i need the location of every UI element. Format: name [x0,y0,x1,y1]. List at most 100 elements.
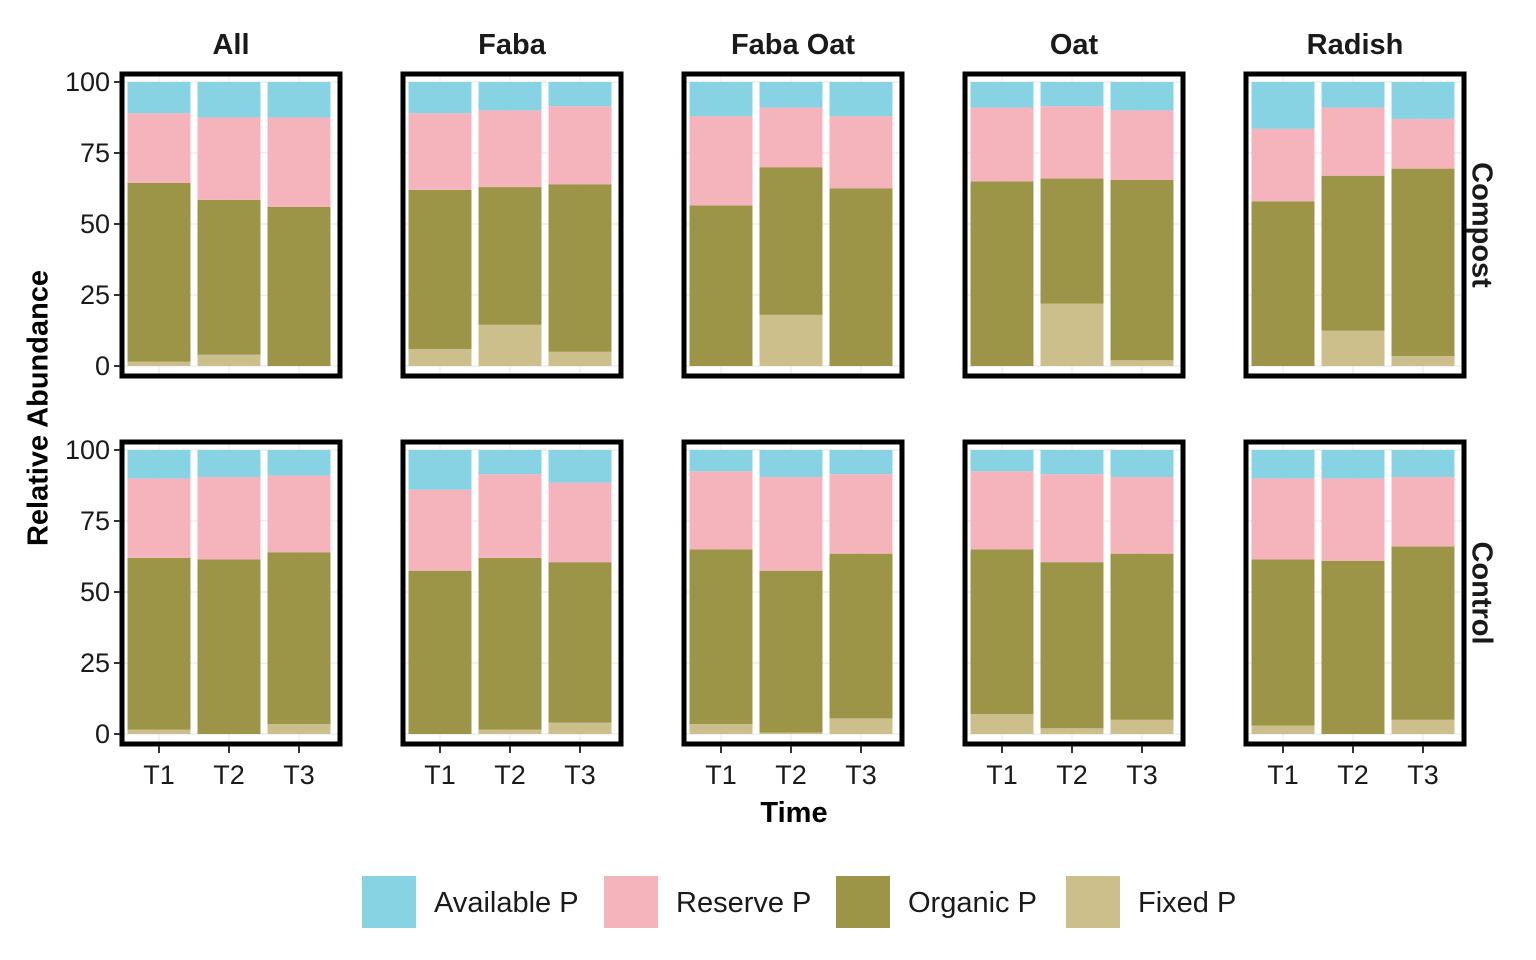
bar-compost-all-t3-reserve-p [267,117,331,207]
x-axis-title: Time [760,797,827,829]
x-tick-label-oat-t3: T3 [1126,760,1158,790]
bar-compost-faba-oat-t1-reserve-p [689,116,753,206]
facet-row-label-control: Control [1465,541,1497,644]
bar-control-radish-t3-organic-p [1391,546,1455,720]
bar-compost-radish-t1-reserve-p [1251,128,1315,202]
panel-border-compost-all [119,71,343,379]
bar-compost-all-t2-fixed-p [197,354,261,366]
bar-compost-faba-t1-organic-p [408,189,472,349]
bar-control-oat-t2-reserve-p [1040,474,1104,563]
bar-compost-oat-t2-available-p [1040,82,1104,107]
bar-control-oat-t2-organic-p [1040,562,1104,729]
x-tick-label-faba-t2: T2 [494,760,526,790]
bar-control-oat-t3-fixed-p [1110,719,1174,734]
y-axis-title: Relative Abundance [23,270,55,546]
bar-control-faba-oat-t2-available-p [759,450,823,477]
bar-control-faba-oat-t2-fixed-p [759,732,823,734]
bar-control-all-t1-organic-p [127,557,191,730]
bar-control-oat-t1-reserve-p [970,471,1034,550]
bar-control-radish-t2-available-p [1321,450,1385,479]
bar-control-radish-t3-fixed-p [1391,719,1455,734]
bar-compost-faba-oat-t3-available-p [829,82,893,117]
bar-control-all-t3-reserve-p [267,475,331,553]
bar-compost-all-t2-available-p [197,82,261,118]
panel-border-control-oat [962,439,1186,747]
legend-label-available-p: Available P [434,887,579,919]
bar-compost-all-t3-available-p [267,82,331,118]
bar-control-faba-t3-reserve-p [548,482,612,563]
bar-compost-oat-t3-available-p [1110,82,1174,111]
bar-compost-oat-t3-reserve-p [1110,110,1174,180]
facet-col-label-faba: Faba [478,29,547,61]
y-tick-label-compost-50: 50 [80,209,110,239]
x-tick-label-faba-oat-t3: T3 [845,760,877,790]
bar-control-all-t1-fixed-p [127,729,191,734]
panel-border-control-faba-oat [681,439,905,747]
facet-col-label-all: All [212,29,249,61]
x-tick-label-faba-oat-t1: T1 [705,760,737,790]
bar-compost-faba-t1-fixed-p [408,348,472,366]
bar-compost-radish-t3-reserve-p [1391,118,1455,169]
x-tick-label-faba-t3: T3 [564,760,596,790]
panel-border-compost-radish [1243,71,1467,379]
bar-control-radish-t2-reserve-p [1321,478,1385,561]
panel-border-control-radish [1243,439,1467,747]
legend-key-organic-p [836,876,890,928]
bar-control-oat-t2-fixed-p [1040,728,1104,734]
bar-compost-all-t2-reserve-p [197,117,261,200]
bar-compost-faba-t2-organic-p [478,187,542,325]
bar-control-faba-t3-organic-p [548,562,612,723]
bar-compost-all-t1-fixed-p [127,361,191,366]
bar-compost-faba-oat-t2-available-p [759,82,823,108]
x-tick-label-oat-t2: T2 [1056,760,1088,790]
bar-compost-radish-t2-reserve-p [1321,107,1385,176]
panel-border-compost-faba [400,71,624,379]
bar-compost-oat-t2-fixed-p [1040,303,1104,366]
panel-border-compost-faba-oat [681,71,905,379]
bar-control-faba-t2-fixed-p [478,729,542,734]
facet-col-label-radish: Radish [1307,29,1404,61]
x-tick-label-all-t3: T3 [283,760,315,790]
bar-compost-all-t1-available-p [127,82,191,114]
bar-control-faba-t1-reserve-p [408,489,472,571]
x-tick-label-all-t2: T2 [213,760,245,790]
bar-compost-radish-t1-organic-p [1251,201,1315,366]
bar-compost-radish-t2-available-p [1321,82,1385,108]
y-tick-label-compost-75: 75 [80,138,110,168]
bar-control-faba-oat-t2-organic-p [759,570,823,733]
bar-compost-all-t2-organic-p [197,199,261,355]
bar-compost-faba-t3-reserve-p [548,106,612,185]
bar-control-faba-oat-t1-available-p [689,450,753,472]
bar-control-radish-t2-organic-p [1321,560,1385,734]
bar-control-faba-oat-t3-reserve-p [829,474,893,554]
bar-compost-faba-t2-reserve-p [478,110,542,188]
bar-compost-faba-t1-reserve-p [408,113,472,190]
bar-compost-faba-oat-t1-available-p [689,82,753,117]
bar-compost-faba-t3-available-p [548,82,612,107]
x-tick-label-all-t1: T1 [143,760,175,790]
bar-control-oat-t3-reserve-p [1110,476,1174,554]
legend-label-reserve-p: Reserve P [676,887,811,919]
bar-control-radish-t1-fixed-p [1251,725,1315,734]
bar-compost-oat-t3-organic-p [1110,179,1174,361]
y-tick-label-compost-0: 0 [95,351,110,381]
bar-compost-faba-t2-fixed-p [478,324,542,366]
legend-label-organic-p: Organic P [908,887,1037,919]
x-tick-label-radish-t2: T2 [1337,760,1369,790]
y-tick-label-compost-100: 100 [65,67,110,97]
bar-control-all-t1-reserve-p [127,478,191,558]
bar-control-all-t2-reserve-p [197,476,261,560]
bar-control-oat-t2-available-p [1040,450,1104,475]
x-tick-label-radish-t3: T3 [1407,760,1439,790]
bar-compost-faba-oat-t3-reserve-p [829,116,893,189]
x-tick-label-faba-t1: T1 [424,760,456,790]
bar-compost-faba-t2-available-p [478,82,542,111]
panel-border-compost-oat [962,71,1186,379]
y-tick-label-control-0: 0 [95,719,110,749]
facet-row-label-compost: Compost [1465,162,1497,288]
bar-control-faba-t1-organic-p [408,570,472,734]
panel-border-control-all [119,439,343,747]
y-tick-label-control-75: 75 [80,506,110,536]
bar-control-faba-t2-available-p [478,450,542,475]
